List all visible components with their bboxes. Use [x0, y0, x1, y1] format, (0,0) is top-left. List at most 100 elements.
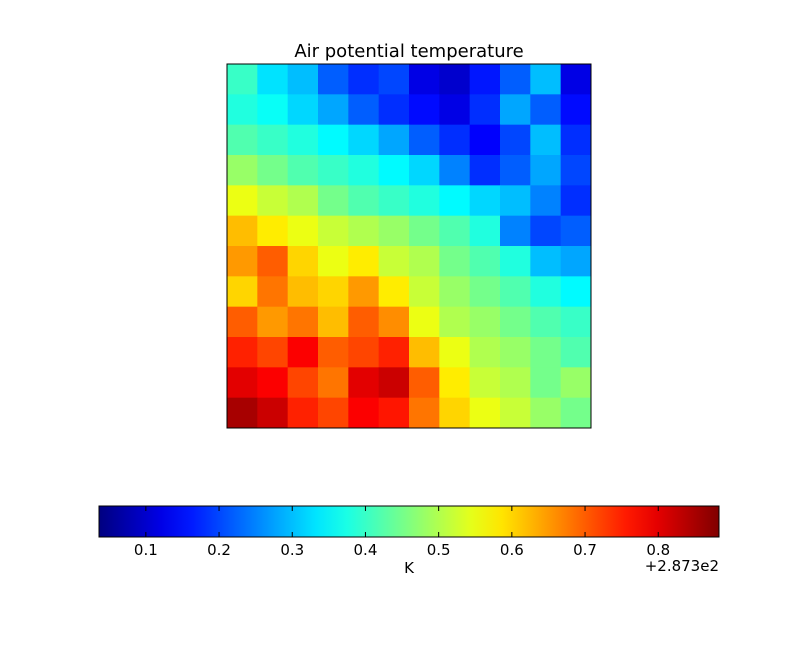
heat-cell: [530, 246, 562, 277]
heat-cell: [409, 185, 440, 217]
heat-cell: [287, 306, 319, 338]
heat-cell: [257, 124, 289, 156]
heat-cell: [287, 246, 319, 277]
heat-cell: [227, 155, 258, 186]
heat-cell: [409, 64, 440, 95]
heat-cell: [318, 64, 349, 95]
heat-cell: [560, 397, 592, 429]
heat-cell: [439, 155, 471, 186]
heat-cell: [378, 367, 410, 399]
heat-cell: [560, 306, 592, 338]
heat-cell: [530, 276, 562, 308]
heat-cell: [227, 185, 258, 217]
heat-cell: [287, 337, 319, 368]
heat-cell: [257, 367, 289, 399]
colorbar: [98, 505, 720, 538]
heat-cell: [318, 367, 349, 399]
heat-cell: [409, 155, 440, 186]
heat-cell: [409, 337, 440, 368]
heat-cell: [287, 124, 319, 156]
heat-cell: [227, 367, 258, 399]
heat-cell: [469, 185, 501, 217]
heat-cell: [530, 155, 562, 186]
heat-cell: [378, 64, 410, 95]
heat-cell: [227, 124, 258, 156]
heat-cell: [439, 246, 471, 277]
heat-cell: [318, 246, 349, 277]
heat-cell: [469, 155, 501, 186]
heat-cell: [469, 367, 501, 399]
heat-cell: [287, 215, 319, 247]
heat-cell: [530, 367, 562, 399]
heat-cell: [530, 306, 562, 338]
heat-cell: [500, 185, 531, 217]
heat-cell: [469, 64, 501, 95]
heat-cell: [348, 246, 380, 277]
colorbar-tick-label: 0.5: [427, 541, 451, 559]
heat-cell: [318, 124, 349, 156]
heat-cell: [560, 124, 592, 156]
heat-cell: [227, 397, 258, 429]
heat-cell: [378, 306, 410, 338]
heat-cell: [469, 397, 501, 429]
heat-cell: [500, 124, 531, 156]
heat-cell: [560, 215, 592, 247]
colorbar-tick-label: 0.1: [134, 541, 158, 559]
heat-cell: [500, 215, 531, 247]
heat-cell: [287, 155, 319, 186]
heat-cell: [409, 276, 440, 308]
heat-cell: [257, 64, 289, 95]
heat-cell: [439, 397, 471, 429]
heat-cell: [378, 276, 410, 308]
heat-cell: [439, 337, 471, 368]
heat-cell: [439, 94, 471, 126]
heat-cell: [318, 155, 349, 186]
heat-cell: [287, 367, 319, 399]
heat-cell: [227, 246, 258, 277]
heat-cell: [348, 306, 380, 338]
heat-cell: [318, 397, 349, 429]
heat-cell: [409, 215, 440, 247]
heat-cell: [348, 64, 380, 95]
heat-cell: [378, 155, 410, 186]
colorbar-tick-label: 0.8: [646, 541, 670, 559]
chart-title: Air potential temperature: [294, 41, 523, 62]
heat-cell: [257, 306, 289, 338]
heat-cell: [348, 337, 380, 368]
heat-cell: [560, 64, 592, 95]
heat-cell: [348, 185, 380, 217]
heat-cell: [287, 276, 319, 308]
heat-cell: [318, 215, 349, 247]
heat-cell: [257, 185, 289, 217]
heat-cell: [500, 397, 531, 429]
heat-cell: [287, 94, 319, 126]
heat-cell: [530, 124, 562, 156]
heat-cell: [500, 306, 531, 338]
heat-cell: [530, 337, 562, 368]
heat-cell: [257, 337, 289, 368]
heat-cell: [378, 397, 410, 429]
colorbar-tick-label: 0.4: [354, 541, 378, 559]
heat-cell: [378, 185, 410, 217]
heat-cell: [257, 215, 289, 247]
colorbar-tick-label: 0.6: [500, 541, 524, 559]
heat-cell: [439, 215, 471, 247]
heat-cell: [469, 246, 501, 277]
heat-cell: [469, 276, 501, 308]
heat-cell: [439, 276, 471, 308]
colorbar-tick-label: 0.7: [573, 541, 597, 559]
heat-cell: [287, 397, 319, 429]
heat-cell: [469, 306, 501, 338]
heat-cell: [378, 94, 410, 126]
heat-cell: [439, 367, 471, 399]
colorbar-label: K: [404, 559, 415, 577]
heat-cell: [287, 185, 319, 217]
heat-cell: [378, 246, 410, 277]
heat-cell: [318, 337, 349, 368]
heat-cell: [378, 215, 410, 247]
heat-cell: [227, 64, 258, 95]
heat-cell: [439, 306, 471, 338]
heat-cell: [287, 64, 319, 95]
heat-cell: [257, 155, 289, 186]
